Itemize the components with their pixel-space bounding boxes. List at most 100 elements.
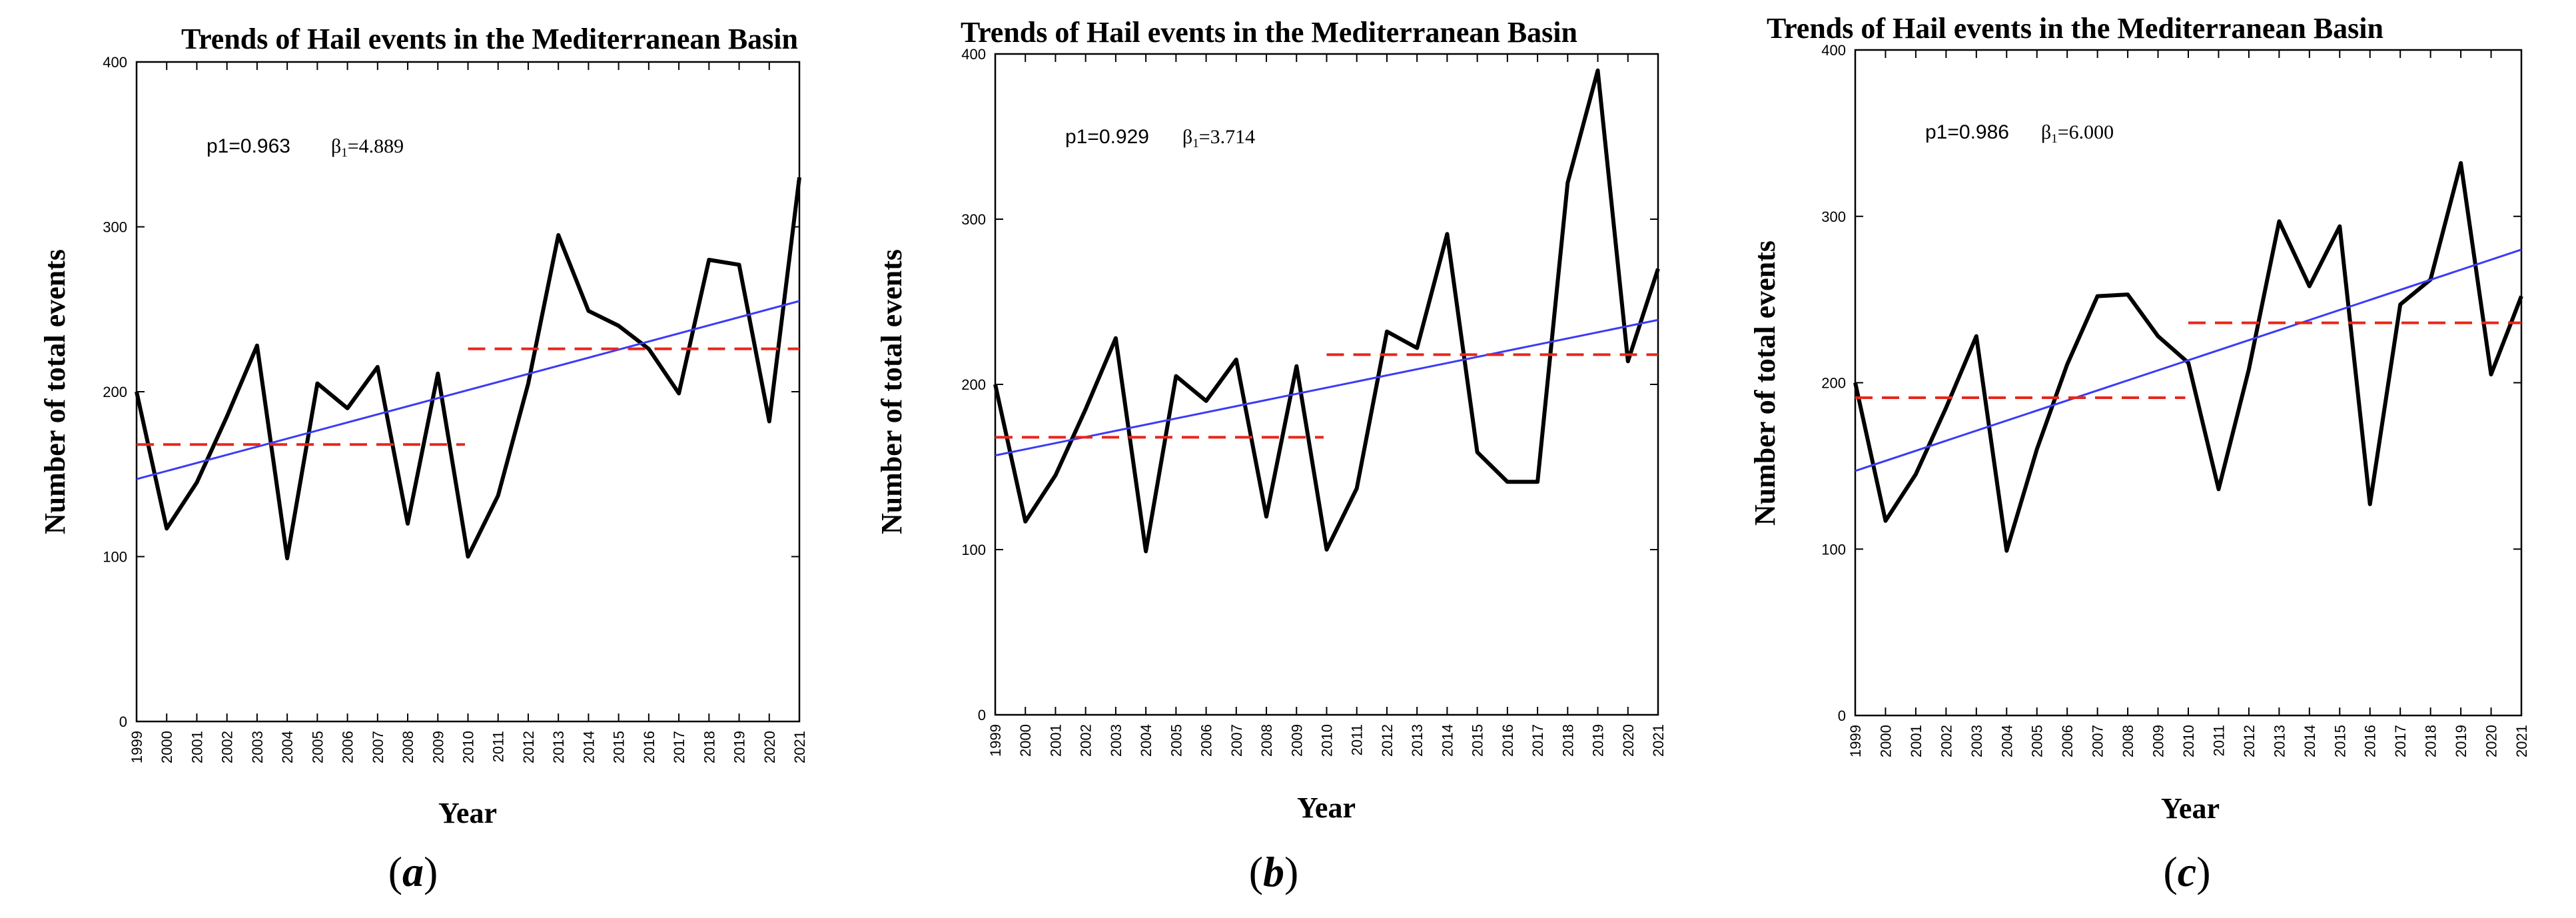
y-axis-title: Number of total events: [39, 249, 71, 534]
x-axis-title: Year: [438, 797, 497, 829]
panel-label: (c): [2163, 848, 2210, 895]
x-tick-label: 2010: [460, 731, 477, 763]
series-lines: [993, 68, 1660, 554]
x-tick-label: 2007: [370, 731, 386, 763]
y-tick-label: 200: [961, 376, 986, 393]
x-tick-label: 1999: [129, 731, 145, 763]
panel-letter: a: [402, 848, 424, 895]
x-tick-label: 2004: [1138, 724, 1154, 757]
beta-subscript: 1: [2051, 132, 2058, 146]
x-tick-label: 2018: [2423, 725, 2439, 757]
y-tick-label: 300: [103, 219, 127, 236]
x-tick-label: 2016: [641, 731, 657, 763]
x-tick-label: 2006: [1198, 724, 1215, 757]
x-tick-label: 2014: [1439, 724, 1456, 757]
x-tick-label: 2019: [1590, 724, 1607, 757]
x-tick-label: 2011: [490, 731, 507, 762]
x-tick-label: 2015: [611, 731, 628, 763]
x-tick-label: 2013: [2271, 725, 2288, 757]
y-ticks: 0 100 200 300 400: [961, 46, 1658, 723]
x-tick-label: 2021: [791, 731, 808, 763]
beta-annotation: β1=4.889: [331, 135, 404, 160]
x-tick-label: 2020: [2483, 725, 2500, 757]
chart-title: Trends of Hail events in the Mediterrane…: [961, 16, 1577, 49]
x-tick-label: 2001: [1908, 725, 1925, 757]
beta-value: =4.889: [348, 135, 404, 157]
p-value-annotation: p1=0.963: [207, 135, 290, 157]
y-tick-label: 400: [103, 54, 127, 71]
chart-panel-a: Trends of Hail events in the Mediterrane…: [0, 0, 859, 918]
x-tick-label: 2013: [550, 731, 567, 763]
x-tick-label: 1999: [987, 724, 1004, 757]
beta-subscript: 1: [1192, 137, 1199, 151]
x-tick-label: 2015: [2332, 725, 2348, 757]
x-tick-label: 2015: [1470, 724, 1486, 757]
x-ticks: 1999 2000 2001 2002 2003 2004 2005 2006 2007 2008…: [1847, 50, 2530, 757]
series-line-total-events: [993, 68, 1660, 554]
x-tick-label: 2017: [2392, 725, 2409, 757]
x-tick-label: 2007: [2090, 725, 2106, 757]
beta-value: =6.000: [2058, 121, 2114, 143]
x-tick-label: 2020: [761, 731, 778, 763]
x-tick-label: 2001: [1047, 724, 1064, 757]
series-lines: [135, 177, 801, 560]
chart-svg: Trends of Hail events in the Mediterrane…: [39, 23, 808, 895]
x-ticks: 1999 2000 2001 2002 2003 2004 2005 2006 2007 2008…: [129, 62, 808, 763]
x-tick-label: 2007: [1228, 724, 1245, 757]
panel-letter: b: [1263, 848, 1284, 895]
beta-symbol: β: [1182, 126, 1192, 148]
x-tick-label: 2011: [1349, 724, 1366, 755]
x-tick-label: 2002: [1938, 725, 1954, 757]
x-tick-label: 2000: [1877, 725, 1894, 757]
panel-letter: c: [2178, 848, 2196, 895]
beta-annotation: β1=3.714: [1182, 126, 1255, 151]
trend-line: [1855, 248, 2522, 472]
beta-annotation: β1=6.000: [2041, 121, 2114, 146]
x-tick-label: 2009: [430, 731, 446, 763]
panel-label: (b): [1249, 848, 1299, 895]
x-tick-label: 2021: [1650, 724, 1667, 757]
y-tick-label: 100: [961, 542, 986, 558]
chart-svg: Trends of Hail events in the Mediterrane…: [1749, 12, 2530, 895]
x-tick-label: 2017: [671, 731, 687, 763]
x-tick-label: 2001: [189, 731, 205, 763]
x-tick-label: 2011: [2210, 725, 2227, 756]
beta-value: =3.714: [1199, 126, 1255, 148]
x-tick-label: 2003: [1108, 724, 1124, 757]
x-tick-label: 2002: [1078, 724, 1094, 757]
x-tick-label: 2003: [1968, 725, 1985, 757]
x-tick-label: 2003: [249, 731, 266, 763]
x-tick-label: 2016: [1500, 724, 1516, 757]
x-tick-label: 2009: [1288, 724, 1305, 757]
series-line-total-events: [135, 177, 801, 560]
y-tick-label: 400: [1821, 42, 1846, 59]
beta-subscript: 1: [341, 146, 348, 160]
x-tick-label: 2012: [2241, 725, 2258, 757]
x-ticks: 1999 2000 2001 2002 2003 2004 2005 2006 2007 2008…: [987, 54, 1667, 757]
x-tick-label: 2014: [580, 731, 597, 763]
panel-label: (a): [388, 848, 438, 895]
p-value-annotation: p1=0.986: [1925, 121, 2009, 143]
x-tick-label: 2010: [2180, 725, 2197, 757]
x-tick-label: 2002: [219, 731, 236, 763]
y-ticks: 0 100 200 300 400: [103, 54, 799, 730]
y-tick-label: 300: [1821, 209, 1846, 225]
x-tick-label: 2020: [1620, 724, 1637, 757]
trend-line: [136, 300, 800, 480]
x-tick-label: 2012: [520, 731, 537, 763]
chart-panel-b: Trends of Hail events in the Mediterrane…: [859, 0, 1717, 918]
y-axis-title: Number of total events: [1749, 240, 1781, 526]
x-tick-label: 2000: [159, 731, 175, 763]
x-tick-label: 2009: [2150, 725, 2167, 757]
y-tick-label: 100: [103, 549, 127, 566]
y-tick-label: 0: [978, 707, 986, 723]
y-tick-label: 200: [103, 384, 127, 400]
beta-symbol: β: [2041, 121, 2051, 143]
trend-line: [995, 318, 1659, 457]
x-tick-label: 2010: [1319, 724, 1336, 757]
beta-symbol: β: [331, 135, 341, 157]
x-tick-label: 2013: [1409, 724, 1426, 757]
x-tick-label: 2005: [1168, 724, 1184, 757]
x-tick-label: 2008: [2120, 725, 2136, 757]
y-axis-title: Number of total events: [875, 249, 908, 534]
